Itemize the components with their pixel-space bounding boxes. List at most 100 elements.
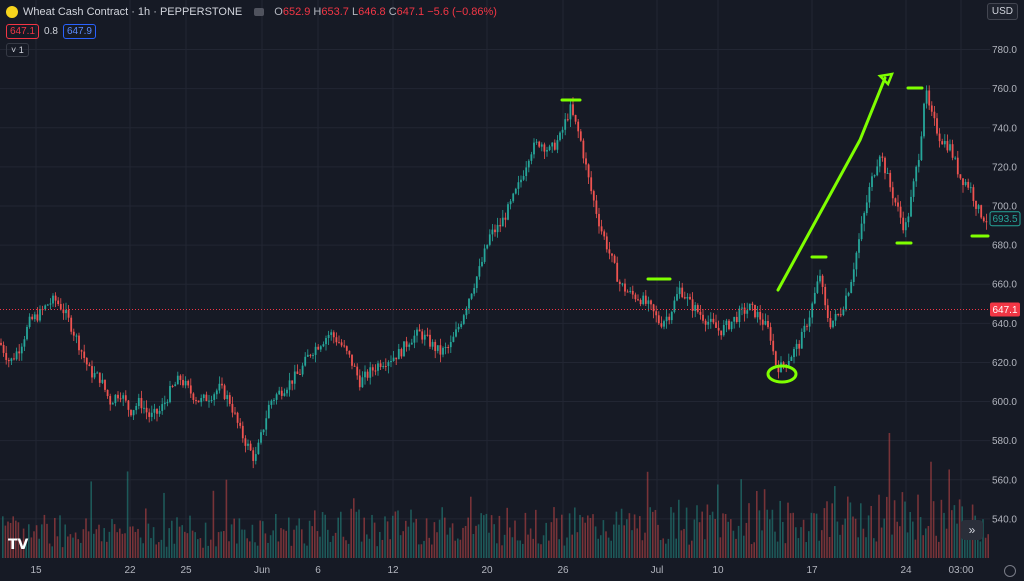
candle-body bbox=[462, 315, 465, 324]
volume-bar bbox=[730, 519, 732, 558]
candle-body bbox=[195, 399, 197, 401]
volume-bar bbox=[693, 519, 696, 558]
candle-body bbox=[57, 300, 60, 305]
volume-bar bbox=[501, 545, 503, 558]
candle-body bbox=[824, 286, 827, 306]
volume-bar bbox=[238, 518, 241, 558]
candle-body bbox=[522, 176, 525, 180]
buy-button[interactable]: 647.9 bbox=[62, 24, 96, 39]
volume-bar bbox=[620, 508, 623, 558]
candle-body bbox=[889, 172, 892, 188]
eye-icon[interactable] bbox=[254, 8, 265, 16]
candle-body bbox=[444, 346, 447, 348]
candle-body bbox=[624, 283, 626, 292]
time-axis: 15 22 25 Jun 6 12 20 26 Jul 10 17 24 03:00 bbox=[30, 565, 974, 576]
volume-bar bbox=[909, 511, 911, 558]
candle-body bbox=[299, 373, 301, 375]
candle-body bbox=[174, 384, 177, 387]
candle-body bbox=[369, 367, 372, 378]
candle-body bbox=[488, 234, 491, 245]
volume-bar bbox=[782, 521, 784, 558]
volume-bar bbox=[753, 542, 755, 558]
candle-body bbox=[852, 269, 855, 282]
candle-body bbox=[452, 336, 455, 342]
candle-body bbox=[647, 300, 650, 304]
volume-bar bbox=[7, 521, 9, 558]
candle-body bbox=[834, 314, 837, 321]
candle-body bbox=[15, 351, 18, 360]
candle-body bbox=[486, 244, 489, 249]
candle-body bbox=[712, 318, 715, 323]
candle-body bbox=[858, 239, 860, 253]
volume-bar bbox=[355, 511, 358, 558]
candle-body bbox=[104, 379, 106, 390]
volume-bar bbox=[17, 522, 20, 558]
candle-body bbox=[377, 363, 379, 371]
candle-body bbox=[637, 299, 639, 301]
scroll-to-realtime-button[interactable]: » bbox=[961, 520, 983, 540]
currency-selector[interactable]: USD bbox=[986, 3, 1018, 20]
volume-bar bbox=[334, 532, 337, 558]
ohlc-values: O652.9 H653.7 L646.8 C647.1 −5.6 (−0.86%… bbox=[274, 6, 497, 18]
candle-body bbox=[423, 334, 426, 340]
candle-body bbox=[897, 202, 899, 207]
volume-bar bbox=[150, 538, 152, 558]
volume-bar bbox=[646, 471, 649, 558]
volume-bar bbox=[891, 534, 893, 558]
candle-body bbox=[345, 346, 348, 351]
candle-body bbox=[631, 290, 634, 295]
volume-bar bbox=[459, 539, 462, 558]
candle-body bbox=[78, 335, 80, 351]
volume-bar bbox=[420, 544, 423, 558]
candle-body bbox=[228, 395, 231, 404]
volume-bar bbox=[815, 513, 818, 558]
x-tick-label: Jun bbox=[254, 565, 270, 576]
settings-gear-icon[interactable] bbox=[1004, 565, 1016, 577]
volume-bar bbox=[72, 537, 74, 558]
volume-bar bbox=[285, 530, 287, 558]
sell-button[interactable]: 647.1 bbox=[6, 24, 40, 39]
candle-body bbox=[540, 144, 543, 147]
candle-body bbox=[564, 119, 567, 130]
candle-body bbox=[491, 229, 494, 235]
volume-bar bbox=[311, 526, 313, 558]
volume-bar bbox=[574, 507, 576, 558]
volume-bar bbox=[831, 503, 833, 558]
volume-bar bbox=[966, 535, 969, 558]
volume-bar bbox=[945, 528, 948, 558]
volume-bar bbox=[701, 511, 703, 558]
indicators-toggle[interactable]: ˅ 1 bbox=[6, 43, 29, 57]
symbol-title[interactable]: Wheat Cash Contract · 1h · PEPPERSTONE bbox=[23, 6, 243, 18]
candle-body bbox=[543, 144, 546, 152]
candle-body bbox=[962, 178, 964, 186]
candle-body bbox=[226, 395, 229, 400]
candle-body bbox=[694, 305, 697, 311]
candle-body bbox=[494, 229, 496, 233]
candle-body bbox=[512, 193, 515, 202]
candle-body bbox=[475, 276, 478, 289]
candle-body bbox=[7, 359, 10, 362]
candle-body bbox=[517, 182, 520, 189]
tradingview-logo[interactable]: TV bbox=[8, 537, 29, 553]
volume-bar bbox=[769, 519, 771, 558]
volume-bar bbox=[641, 540, 644, 558]
volume-bar bbox=[688, 544, 690, 558]
candle-body bbox=[572, 104, 574, 115]
candle-body bbox=[330, 332, 333, 335]
volume-bar bbox=[87, 531, 90, 558]
volume-bar bbox=[657, 524, 659, 558]
x-tick-label: 17 bbox=[806, 565, 818, 576]
last-price-label: 647.1 bbox=[992, 305, 1017, 316]
candle-body bbox=[566, 119, 569, 121]
x-tick-label: 15 bbox=[30, 565, 42, 576]
candle-body bbox=[20, 346, 23, 354]
candle-body bbox=[746, 310, 749, 314]
candle-body bbox=[205, 394, 208, 402]
volume-bar bbox=[449, 527, 451, 558]
volume-bar bbox=[436, 532, 438, 558]
candle-body bbox=[88, 364, 91, 367]
candle-body bbox=[249, 443, 252, 451]
volume-bar bbox=[384, 516, 386, 558]
volume-bar bbox=[904, 501, 906, 558]
